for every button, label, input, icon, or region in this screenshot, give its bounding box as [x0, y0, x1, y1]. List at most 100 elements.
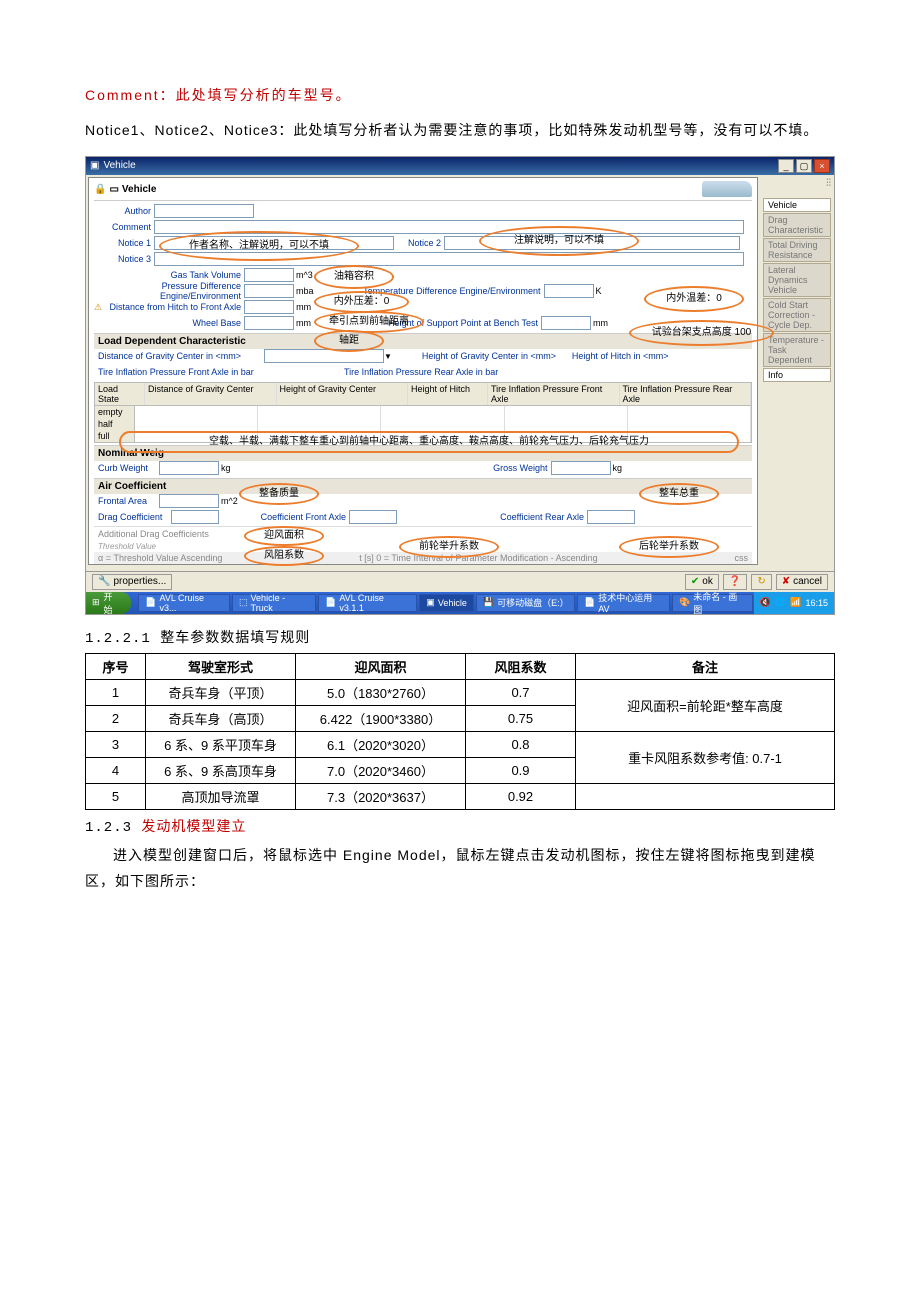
frontal-input[interactable] — [159, 494, 219, 508]
tab-vehicle[interactable]: Vehicle — [763, 198, 831, 212]
dist-hitch-label: Distance from Hitch to Front Axle — [102, 302, 244, 312]
taskbar: ⊞开始 📄AVL Cruise v3... ⬚Vehicle - Truck 📄… — [86, 592, 834, 614]
gross-label: Gross Weight — [231, 463, 551, 473]
close-button[interactable]: × — [814, 159, 830, 173]
cell: 高顶加导流罩 — [146, 783, 296, 809]
notice2-input[interactable] — [444, 236, 740, 250]
cell: 0.8 — [466, 731, 576, 757]
taskbar-item[interactable]: 📄AVL Cruise v3... — [138, 594, 230, 612]
wheel-base-input[interactable] — [244, 316, 294, 330]
section-123: 1.2.3 发动机模型建立 — [85, 816, 835, 836]
notice1-label: Notice 1 — [94, 238, 154, 248]
section-nominal: Nominal Weig — [94, 445, 752, 461]
dist-grav-label: Distance of Gravity Center in <mm> — [94, 351, 264, 361]
tab-drag[interactable]: Drag Characteristic — [763, 213, 831, 237]
cell: 5 — [86, 783, 146, 809]
help-icon: ❓ — [729, 576, 741, 587]
cell: 6 系、9 系平顶车身 — [146, 731, 296, 757]
refresh-icon: ↻ — [757, 576, 765, 587]
properties-button[interactable]: 🔧properties... — [92, 574, 172, 590]
coef-rear-label: Coefficient Rear Axle — [397, 512, 587, 522]
threshold-time: t [s] 0 = Time Interval of Parameter Mod… — [359, 553, 597, 563]
height-support-unit: mm — [591, 318, 608, 328]
th-1: 驾驶室形式 — [146, 653, 296, 679]
button-bar: 🔧properties... ✔ok ❓ ↻ ✘cancel — [86, 571, 834, 592]
tab-lateral[interactable]: Lateral Dynamics Vehicle — [763, 263, 831, 297]
ls-r1: half — [95, 418, 135, 430]
th-0: 序号 — [86, 653, 146, 679]
panel-title: Vehicle — [122, 184, 156, 195]
cancel-button[interactable]: ✘cancel — [776, 574, 828, 590]
vehicle-window: ▣ Vehicle _ ▢ × 🔒 ▭ Vehicle — [85, 156, 835, 615]
main-panel: 🔒 ▭ Vehicle Author Comment Notice 1 Noti… — [88, 177, 758, 565]
temp-diff-input[interactable] — [544, 284, 594, 298]
curb-label: Curb Weight — [94, 463, 159, 473]
lock-icon[interactable]: 🔒 — [94, 184, 106, 195]
coef-rear-input[interactable] — [587, 510, 635, 524]
gross-input[interactable] — [551, 461, 611, 475]
coef-front-input[interactable] — [349, 510, 397, 524]
press-diff-unit: mba — [294, 286, 314, 296]
taskbar-item[interactable]: 📄AVL Cruise v3.1.1 — [318, 594, 417, 612]
threshold-label: Threshold Value — [94, 541, 752, 552]
taskbar-item[interactable]: 📄技术中心运用AV — [577, 594, 670, 612]
help-button[interactable]: ❓ — [723, 574, 747, 590]
wheel-base-unit: mm — [294, 318, 311, 328]
notice3-input[interactable] — [154, 252, 744, 266]
cell: 6 系、9 系高顶车身 — [146, 757, 296, 783]
press-diff-input[interactable] — [244, 284, 294, 298]
panel-icon: ▭ — [109, 184, 118, 195]
tab-info[interactable]: Info — [763, 368, 831, 382]
cell: 0.75 — [466, 705, 576, 731]
height-support-input[interactable] — [541, 316, 591, 330]
wrench-icon: 🔧 — [98, 576, 110, 587]
taskbar-item[interactable]: 🎨未命名 - 画图 — [672, 594, 753, 612]
height-grav-label: Height of Gravity Center in <mm> — [392, 351, 572, 361]
dist-hitch-unit: mm — [294, 302, 311, 312]
taskbar-item-active[interactable]: ▣Vehicle — [419, 594, 474, 612]
th-2: 迎风面积 — [296, 653, 466, 679]
refresh-button[interactable]: ↻ — [751, 574, 771, 590]
tab-cold[interactable]: Cold Start Correction - Cycle Dep. — [763, 298, 831, 332]
start-button[interactable]: ⊞开始 — [86, 592, 131, 614]
cell: 奇兵车身（平顶） — [146, 679, 296, 705]
taskbar-item[interactable]: 💾可移动磁盘（E:） — [476, 594, 575, 612]
cell: 6.422（1900*3380） — [296, 705, 466, 731]
tab-temp[interactable]: Temperature - Task Dependent — [763, 333, 831, 367]
dist-hitch-input[interactable] — [244, 300, 294, 314]
comment-input[interactable] — [154, 220, 744, 234]
para-123: 进入模型创建窗口后，将鼠标选中 Engine Model，鼠标左键点击发动机图标… — [85, 842, 835, 895]
check-icon: ✔ — [691, 576, 699, 587]
cell — [576, 783, 835, 809]
tab-total[interactable]: Total Driving Resistance — [763, 238, 831, 262]
notice1-input[interactable] — [154, 236, 394, 250]
cell: 7.3（2020*3637） — [296, 783, 466, 809]
curb-input[interactable] — [159, 461, 219, 475]
gross-unit: kg — [611, 463, 623, 473]
right-panel: ⫶⫶ Vehicle Drag Characteristic Total Dri… — [760, 175, 834, 567]
height-hitch-label: Height of Hitch in <mm> — [572, 351, 722, 361]
comment-label: Comment — [94, 222, 154, 232]
ok-button[interactable]: ✔ok — [685, 574, 719, 590]
load-state-grid: Load State Distance of Gravity Center He… — [94, 382, 752, 443]
dist-grav-select[interactable] — [264, 349, 384, 363]
windows-icon: ⊞ — [92, 597, 100, 608]
ls-cell[interactable] — [135, 406, 258, 418]
cell-note2: 重卡风阻系数参考值: 0.7-1 — [576, 731, 835, 783]
ls-h0: Load State — [95, 383, 145, 405]
author-label: Author — [94, 206, 154, 216]
wheel-base-label: Wheel Base — [94, 318, 244, 328]
drag-input[interactable] — [171, 510, 219, 524]
author-input[interactable] — [154, 204, 254, 218]
gas-tank-input[interactable] — [244, 268, 294, 282]
drag-label: Drag Coefficient — [94, 512, 171, 522]
height-support-label: Height of Support Point at Bench Test — [311, 318, 541, 328]
taskbar-item[interactable]: ⬚Vehicle - Truck — [232, 594, 316, 612]
ls-r0: empty — [95, 406, 135, 418]
notice3-label: Notice 3 — [94, 254, 154, 264]
chart-icon[interactable]: ⫶⫶ — [826, 178, 831, 196]
minimize-button[interactable]: _ — [778, 159, 794, 173]
frontal-label: Frontal Area — [94, 496, 159, 506]
maximize-button[interactable]: ▢ — [796, 159, 812, 173]
system-tray[interactable]: 🔇🌐📶16:15 — [754, 592, 834, 614]
